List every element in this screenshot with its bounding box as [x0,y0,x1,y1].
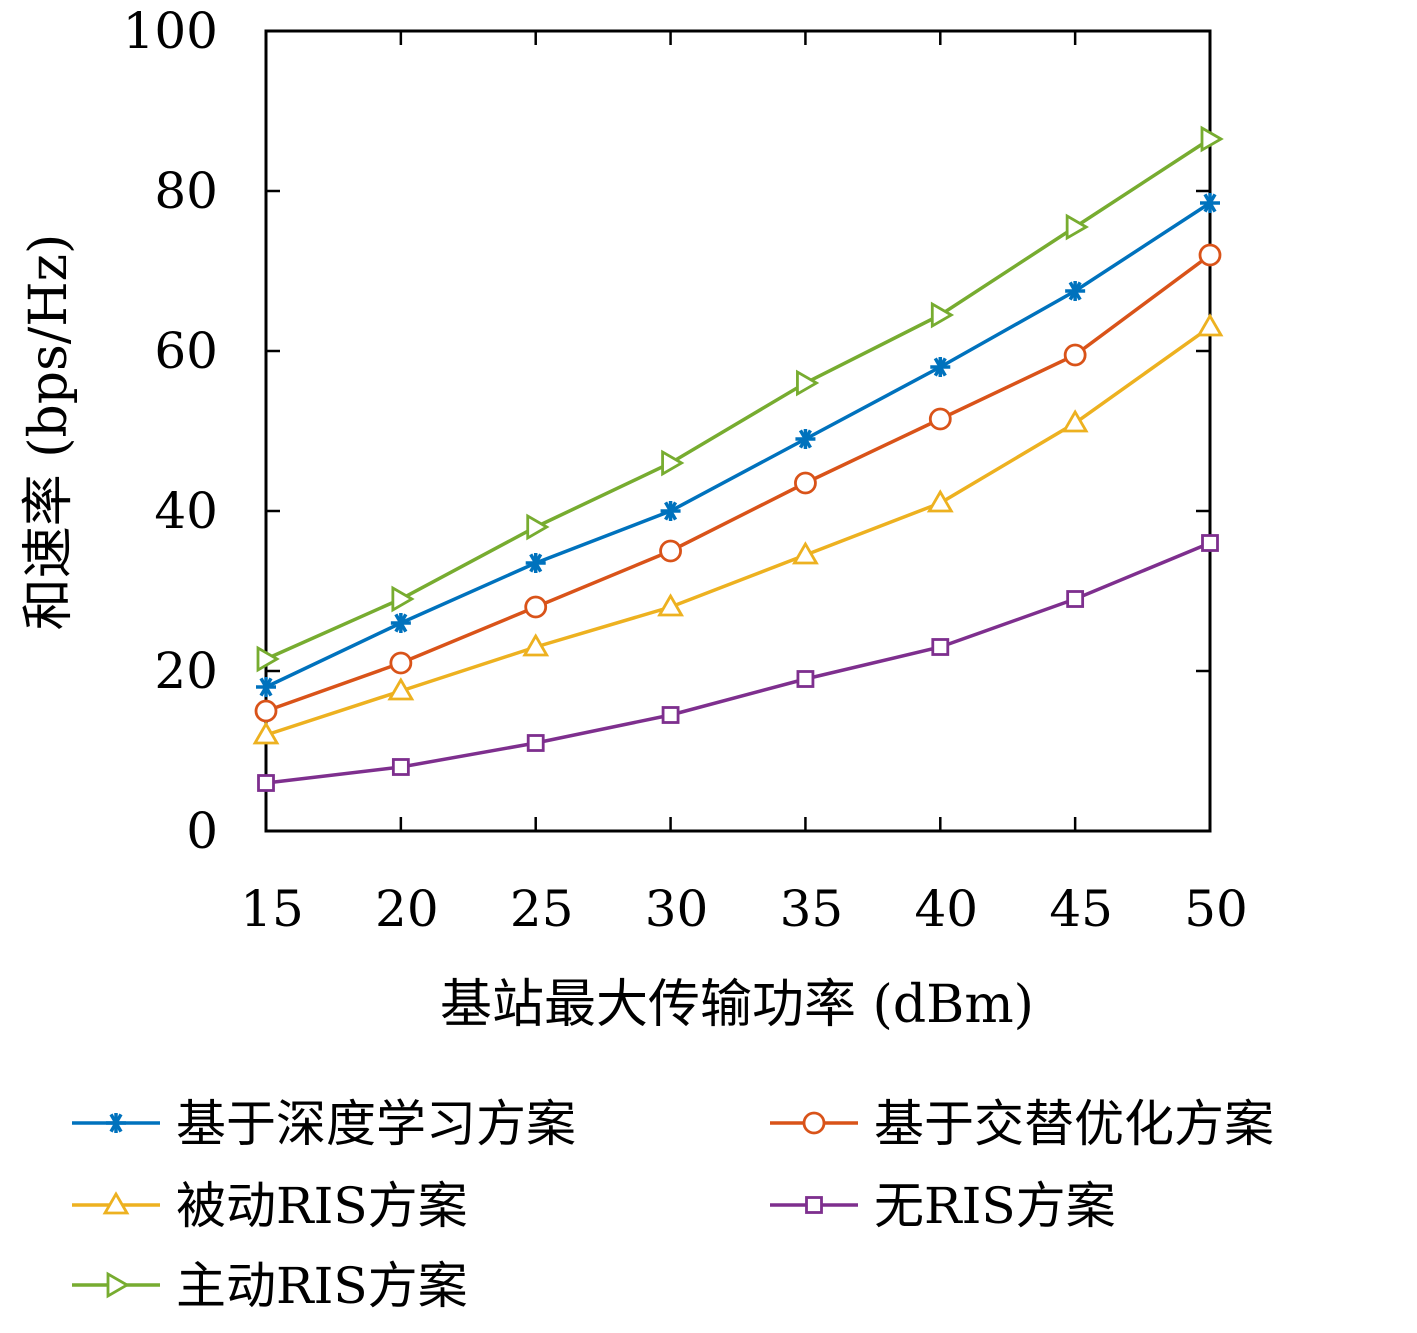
y-tick-label: 100 [123,2,218,60]
ticks-layer: 0 20 40 60 80 100 15 20 25 30 35 40 45 50 [123,2,1248,938]
series-line [265,253,1212,713]
data-point [1065,213,1089,241]
data-point [928,407,952,431]
data-point [1196,313,1224,337]
data-point [522,633,550,657]
data-point [526,513,550,541]
legend-marker [106,1113,126,1133]
legend-label: 主动RIS方案 [176,1257,468,1315]
series-1 [254,243,1222,723]
x-tick-label: 25 [510,880,574,938]
data-point [794,471,817,495]
y-axis-label: 和速率 (bps/Hz) [19,234,79,631]
data-point [1201,534,1219,552]
y-tick-label: 40 [154,482,218,540]
x-tick-label: 50 [1184,880,1248,938]
legend-label: 基于交替优化方案 [874,1095,1274,1153]
legend-entry: 基于深度学习方案 [72,1095,576,1153]
y-tick-label: 60 [154,322,218,380]
legend-label: 被动RIS方案 [176,1177,468,1235]
x-tick-label: 15 [240,880,304,938]
x-tick-label: 45 [1049,880,1113,938]
legend-entry: 基于交替优化方案 [770,1095,1274,1153]
y-tick-label: 20 [154,642,218,700]
data-point [792,541,819,565]
x-tick-label: 20 [375,880,439,938]
legend-label: 无RIS方案 [874,1177,1116,1235]
series-2 [252,313,1224,745]
data-point [254,699,278,723]
data-point [661,706,680,724]
legend-marker [802,1111,826,1135]
series-layer [252,125,1224,792]
data-point [796,670,815,688]
data-point [930,301,955,329]
data-point [256,645,280,673]
data-point [389,651,413,675]
legend-entry: 无RIS方案 [770,1177,1116,1235]
data-point [796,369,820,397]
x-tick-label: 35 [780,880,844,938]
legend-entry: 主动RIS方案 [72,1257,468,1315]
data-point [1065,281,1086,301]
legend-marker [805,1196,823,1214]
data-point [1198,243,1222,267]
data-point [524,595,548,619]
series-3 [257,534,1219,792]
series-0 [256,193,1220,697]
data-point [252,721,280,745]
data-point [659,539,682,563]
data-point [930,357,951,377]
data-point [795,429,816,449]
data-point [931,638,950,656]
data-point [660,501,681,521]
y-tick-label: 80 [154,162,218,220]
data-point [257,774,275,792]
series-line [265,541,1211,785]
data-point [387,677,415,701]
x-tick-label: 30 [645,880,709,938]
data-point [1066,590,1085,608]
x-axis-label: 基站最大传输功率 (dBm) [440,975,1034,1035]
data-point [391,585,415,613]
data-point [661,449,685,477]
data-point [1061,409,1089,433]
series-line [265,137,1211,661]
data-point [256,677,276,697]
plot-frame [264,29,1212,833]
series-line [265,325,1212,737]
data-point [390,613,411,633]
data-point [525,553,546,573]
data-point [391,758,410,776]
data-point [1063,343,1087,367]
x-tick-label: 40 [914,880,978,938]
data-point [526,734,545,752]
plot-area [264,29,1212,833]
data-point [1200,193,1220,213]
series-4 [256,125,1224,673]
legend-label: 基于深度学习方案 [176,1095,576,1153]
data-point [926,489,954,513]
data-point [1200,125,1224,153]
legend-entry: 被动RIS方案 [72,1177,468,1235]
data-point [657,593,684,617]
series-line [265,201,1211,689]
legend-marker [106,1271,130,1299]
legend-marker [102,1191,130,1215]
y-tick-label: 0 [186,802,218,860]
